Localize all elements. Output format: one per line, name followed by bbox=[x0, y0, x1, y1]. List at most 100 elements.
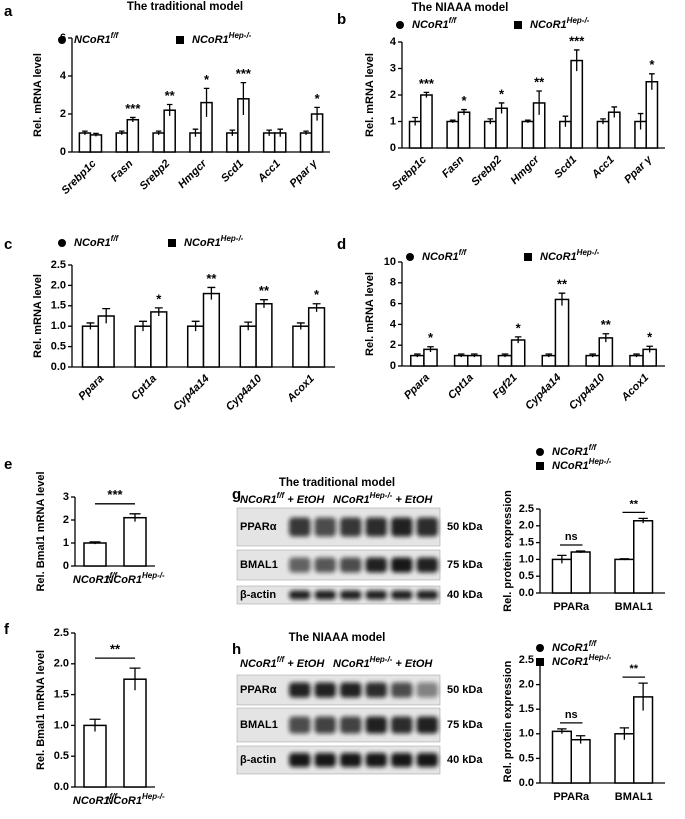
significance-label: * bbox=[647, 330, 653, 345]
blot-band bbox=[289, 753, 311, 767]
legend-marker bbox=[406, 253, 414, 261]
legend-label: NCoR1f/f bbox=[74, 234, 120, 249]
blot-band bbox=[391, 557, 413, 573]
y-tick-label: 0.5 bbox=[51, 341, 66, 353]
text-part: NCoR1 bbox=[540, 251, 577, 263]
error-bar bbox=[471, 353, 478, 358]
text-part: + EtOH bbox=[392, 494, 433, 506]
bar bbox=[596, 120, 610, 149]
text-part: NCoR1 bbox=[412, 19, 449, 31]
x-tick-label: Ppara bbox=[402, 372, 432, 402]
legend-label: NCoR1Hep-/- bbox=[192, 31, 252, 46]
error-bar bbox=[82, 130, 88, 135]
y-tick-label: 8 bbox=[390, 277, 396, 289]
blot-band bbox=[391, 590, 413, 600]
error-bar bbox=[118, 130, 125, 135]
text-part: NCoR1 bbox=[74, 34, 111, 46]
x-tick-label: Cyp4a10 bbox=[224, 372, 265, 413]
text-part: + EtOH bbox=[392, 658, 433, 670]
text-part: NCoR1 bbox=[184, 237, 221, 249]
error-bar bbox=[412, 116, 418, 126]
legend-marker bbox=[396, 21, 404, 29]
panel-label: g bbox=[232, 486, 241, 503]
error-bar bbox=[266, 129, 272, 136]
bar bbox=[123, 516, 147, 567]
text-part: NCoR1 bbox=[530, 19, 567, 31]
x-tick-label: Acox1 bbox=[284, 373, 317, 406]
bar bbox=[83, 724, 107, 788]
significance-label: * bbox=[428, 330, 434, 345]
significance-label: ** bbox=[534, 74, 545, 89]
y-tick-label: 2.0 bbox=[519, 679, 534, 691]
y-tick-label: 2 bbox=[60, 108, 66, 120]
y-tick-label: 1.0 bbox=[51, 320, 66, 332]
significance-label: ** bbox=[601, 317, 612, 332]
x-tick-label: Fgf21 bbox=[491, 372, 520, 401]
bar bbox=[292, 325, 310, 368]
blot-band bbox=[340, 517, 362, 537]
significance-label: ** bbox=[259, 283, 270, 298]
significance-label: * bbox=[204, 72, 210, 87]
y-tick-label: 2.0 bbox=[51, 279, 66, 291]
error-bar bbox=[154, 307, 163, 316]
blot-band bbox=[340, 682, 362, 698]
error-bar bbox=[427, 346, 434, 352]
superscript: Hep-/- bbox=[567, 16, 590, 25]
blot-row-label: BMAL1 bbox=[240, 559, 278, 571]
x-tick-label: NCoR1f/f bbox=[73, 792, 119, 807]
blot-band bbox=[289, 682, 311, 698]
text-part: + EtOH bbox=[284, 494, 325, 506]
superscript: f/f bbox=[277, 491, 286, 500]
error-bar bbox=[501, 353, 509, 358]
blot-band bbox=[416, 753, 438, 767]
error-bar bbox=[155, 130, 162, 135]
blot-band bbox=[416, 517, 438, 537]
y-tick-label: 0 bbox=[390, 360, 396, 372]
bar bbox=[150, 311, 168, 368]
error-bar bbox=[557, 728, 567, 734]
x-tick-label: PPARa bbox=[553, 791, 590, 803]
significance-label: *** bbox=[569, 33, 585, 48]
blot-band bbox=[314, 590, 336, 600]
bar bbox=[570, 551, 591, 594]
y-tick-label: 0 bbox=[390, 142, 396, 154]
significance-label: * bbox=[461, 93, 467, 108]
superscript: f/f bbox=[110, 792, 119, 801]
chart-title: The traditional model bbox=[127, 1, 243, 13]
x-tick-label: Cyp4a10 bbox=[567, 371, 608, 412]
y-tick-label: 1.5 bbox=[519, 537, 534, 549]
y-axis-label: Rel. protein expression bbox=[502, 490, 514, 612]
significance-label: * bbox=[314, 287, 320, 302]
x-tick-label: Srebp1c bbox=[390, 154, 429, 193]
bar bbox=[89, 134, 103, 153]
chart-title: The NIAAA model bbox=[412, 2, 509, 14]
blot-band bbox=[340, 590, 362, 600]
text-part: NCoR1 bbox=[240, 494, 277, 506]
error-bar bbox=[545, 353, 553, 358]
text-part: NCoR1 bbox=[105, 795, 142, 807]
significance-label: ** bbox=[557, 277, 568, 292]
bar bbox=[607, 111, 621, 149]
bar bbox=[633, 520, 654, 594]
y-tick-label: 3 bbox=[390, 62, 396, 74]
error-bar bbox=[89, 718, 101, 732]
y-tick-label: 1 bbox=[390, 115, 396, 127]
superscript: Hep-/- bbox=[229, 31, 252, 40]
x-tick-label: NCoR1Hep-/- bbox=[105, 571, 165, 586]
significance-label: * bbox=[315, 91, 321, 106]
y-tick-label: 4 bbox=[60, 70, 67, 82]
y-tick-label: 2.5 bbox=[519, 654, 534, 666]
panel-label: c bbox=[4, 236, 12, 253]
blot-band bbox=[416, 590, 438, 600]
bar bbox=[420, 94, 433, 149]
legend-label: NCoR1Hep-/- bbox=[184, 234, 244, 249]
bar bbox=[510, 339, 526, 367]
y-tick-label: 2.0 bbox=[519, 520, 534, 532]
superscript: Hep-/- bbox=[142, 571, 165, 580]
blot-band bbox=[340, 557, 362, 573]
blot-kda-label: 75 kDa bbox=[447, 559, 483, 571]
text-part: NCoR1 bbox=[333, 494, 370, 506]
y-axis-label: Rel. mRNA level bbox=[364, 272, 376, 356]
error-bar bbox=[646, 345, 653, 353]
